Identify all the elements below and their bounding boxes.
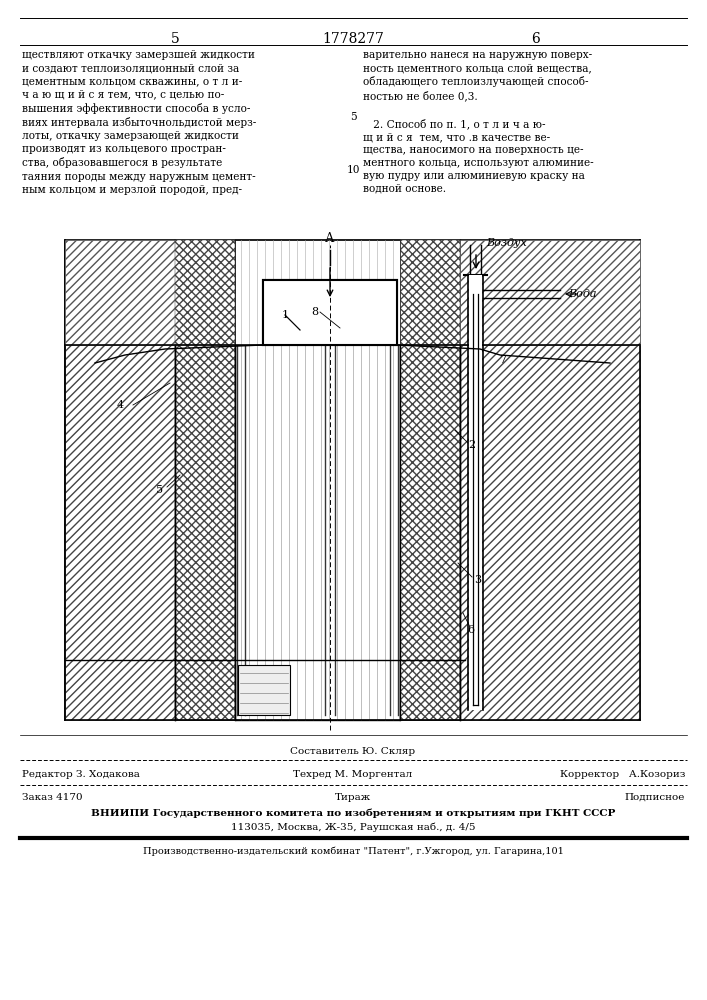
Text: Воздух: Воздух — [486, 238, 527, 248]
Text: Редактор З. Ходакова: Редактор З. Ходакова — [22, 770, 140, 779]
Bar — [65, 240, 640, 720]
Bar — [65, 240, 175, 720]
Text: 8: 8 — [312, 307, 319, 317]
Text: варительно нанеся на наружную поверх-
ность цементного кольца слой вещества,
обл: варительно нанеся на наружную поверх- но… — [363, 50, 594, 194]
Text: ВНИИПИ Государственного комитета по изобретениям и открытиям при ГКНТ СССР: ВНИИПИ Государственного комитета по изоб… — [90, 808, 615, 818]
Text: 1: 1 — [281, 310, 288, 320]
Bar — [175, 240, 235, 720]
Bar — [469, 275, 482, 710]
Text: 2: 2 — [469, 440, 476, 450]
Text: Производственно-издательский комбинат "Патент", г.Ужгород, ул. Гагарина,101: Производственно-издательский комбинат "П… — [143, 847, 563, 856]
Text: 7: 7 — [500, 355, 506, 365]
Text: Вода: Вода — [568, 289, 597, 299]
Text: Подписное: Подписное — [624, 793, 685, 802]
Text: 6: 6 — [531, 32, 539, 46]
Text: Тираж: Тираж — [335, 793, 371, 802]
Text: 10: 10 — [346, 165, 360, 175]
Text: Заказ 4170: Заказ 4170 — [22, 793, 83, 802]
Bar — [400, 240, 460, 720]
Bar — [400, 240, 460, 345]
Bar — [235, 240, 400, 345]
Bar — [460, 240, 640, 345]
Bar — [65, 240, 175, 345]
Text: 5: 5 — [156, 485, 163, 495]
Bar — [235, 240, 400, 720]
Text: 6: 6 — [467, 625, 474, 635]
Text: 5: 5 — [350, 112, 356, 122]
Text: 113035, Москва, Ж-35, Раушская наб., д. 4/5: 113035, Москва, Ж-35, Раушская наб., д. … — [230, 823, 475, 832]
Text: 5: 5 — [170, 32, 180, 46]
Text: А: А — [325, 232, 334, 245]
Bar — [263, 280, 397, 345]
Text: 4: 4 — [117, 400, 124, 410]
Bar — [460, 240, 640, 720]
Bar — [238, 665, 290, 715]
Text: Составитель Ю. Скляр: Составитель Ю. Скляр — [291, 747, 416, 756]
Bar — [175, 240, 235, 345]
Bar — [263, 280, 397, 345]
Text: Техред М. Моргентал: Техред М. Моргентал — [293, 770, 413, 779]
Text: 3: 3 — [474, 575, 481, 585]
Text: Корректор   А.Козориз: Корректор А.Козориз — [560, 770, 685, 779]
Text: 1778277: 1778277 — [322, 32, 384, 46]
Text: ществляют откачку замерзшей жидкости
и создают теплоизоляционный слой за
цементн: ществляют откачку замерзшей жидкости и с… — [22, 50, 256, 195]
